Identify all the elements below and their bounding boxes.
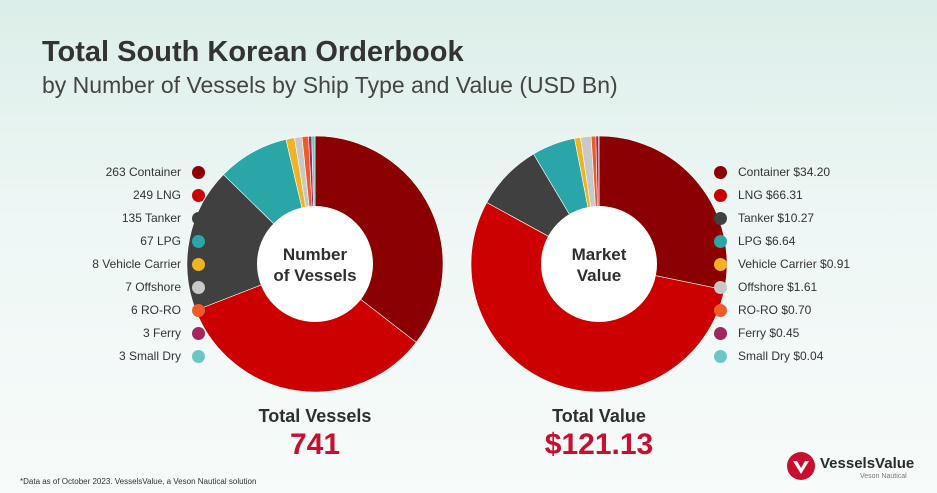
legend-item: 67 LPG (140, 230, 205, 253)
legend-dot-icon (192, 212, 205, 225)
legend-dot-icon (714, 281, 727, 294)
legend-item: 249 LNG (133, 184, 205, 207)
vesselsvalue-logo: VesselsValue Veson Nautical (786, 449, 926, 485)
vessels-donut-chart: Number of Vessels (186, 135, 444, 393)
legend-dot-icon (192, 327, 205, 340)
legend-item: LNG $66.31 (714, 184, 803, 207)
legend-label: 8 Vehicle Carrier (92, 257, 181, 271)
vessels-legend: 263 Container 249 LNG 135 Tanker 67 LPG 8 Ve… (20, 161, 205, 371)
legend-label: Small Dry $0.04 (738, 349, 824, 363)
total-vessels-label: Total Vessels (258, 406, 372, 426)
legend-label: Container $34.20 (738, 165, 831, 179)
legend-dot-icon (192, 281, 205, 294)
slice-lng (195, 263, 417, 393)
legend-dot-icon (714, 189, 727, 202)
legend-label: 135 Tanker (121, 211, 181, 225)
page-title: Total South Korean Orderbook (42, 36, 464, 68)
legend-label: Tanker $10.27 (738, 211, 815, 225)
legend-item: Offshore $1.61 (714, 276, 817, 299)
legend-item: 3 Ferry (143, 322, 205, 345)
legend-item: 3 Small Dry (119, 345, 205, 368)
legend-label: 7 Offshore (125, 280, 181, 294)
legend-item: Vehicle Carrier $0.91 (714, 253, 850, 276)
logo-subtext: Veson Nautical (860, 473, 907, 480)
legend-label: 3 Small Dry (118, 349, 181, 363)
legend-item: 8 Vehicle Carrier (92, 253, 205, 276)
legend-item: Ferry $0.45 (714, 322, 799, 345)
legend-dot-icon (192, 235, 205, 248)
logo-mark-icon (787, 452, 815, 480)
legend-label: 263 Container (105, 165, 181, 179)
legend-label: 3 Ferry (142, 326, 181, 340)
legend-item: RO-RO $0.70 (714, 299, 811, 322)
legend-dot-icon (714, 304, 727, 317)
legend-label: RO-RO $0.70 (738, 303, 812, 317)
legend-label: Vehicle Carrier $0.91 (738, 257, 851, 271)
value-donut-chart: Market Value (470, 135, 728, 393)
value-legend: Container $34.20 LNG $66.31 Tanker $10.27 L… (714, 161, 914, 371)
legend-item: Small Dry $0.04 (714, 345, 823, 368)
total-value-value: $121.13 (544, 428, 654, 461)
donut-hole (541, 206, 657, 322)
legend-item: LPG $6.64 (714, 230, 795, 253)
slice-container (314, 135, 444, 343)
legend-item: 263 Container (106, 161, 205, 184)
legend-item: 7 Offshore (125, 276, 205, 299)
legend-label: LPG $6.64 (738, 234, 796, 248)
legend-label: 67 LPG (140, 234, 181, 248)
legend-dot-icon (714, 327, 727, 340)
legend-dot-icon (192, 350, 205, 363)
center-label: of Vessels (273, 266, 356, 285)
legend-dot-icon (714, 166, 727, 179)
legend-dot-icon (192, 304, 205, 317)
legend-item: 6 RO-RO (131, 299, 205, 322)
center-label: Value (577, 266, 621, 285)
center-label: Number (283, 245, 348, 264)
legend-dot-icon (192, 258, 205, 271)
footnote: *Data as of October 2023. VesselsValue, … (20, 477, 257, 486)
legend-label: 6 RO-RO (130, 303, 181, 317)
legend-label: 249 LNG (132, 188, 181, 202)
total-value-label: Total Value (552, 406, 646, 426)
donut-hole (257, 206, 373, 322)
legend-dot-icon (714, 258, 727, 271)
legend-label: Offshore $1.61 (738, 280, 818, 294)
legend-item: Tanker $10.27 (714, 207, 814, 230)
legend-item: Container $34.20 (714, 161, 830, 184)
total-vessels-value: 741 (289, 428, 341, 461)
center-label: Market (572, 245, 627, 264)
logo-name: VesselsValue (820, 455, 915, 472)
page-subtitle: by Number of Vessels by Ship Type and Va… (42, 72, 618, 98)
legend-item: 135 Tanker (122, 207, 205, 230)
legend-label: Ferry $0.45 (738, 326, 800, 340)
legend-dot-icon (714, 212, 727, 225)
legend-label: LNG $66.31 (738, 188, 803, 202)
legend-dot-icon (192, 189, 205, 202)
legend-dot-icon (714, 235, 727, 248)
legend-dot-icon (714, 350, 727, 363)
legend-dot-icon (192, 166, 205, 179)
